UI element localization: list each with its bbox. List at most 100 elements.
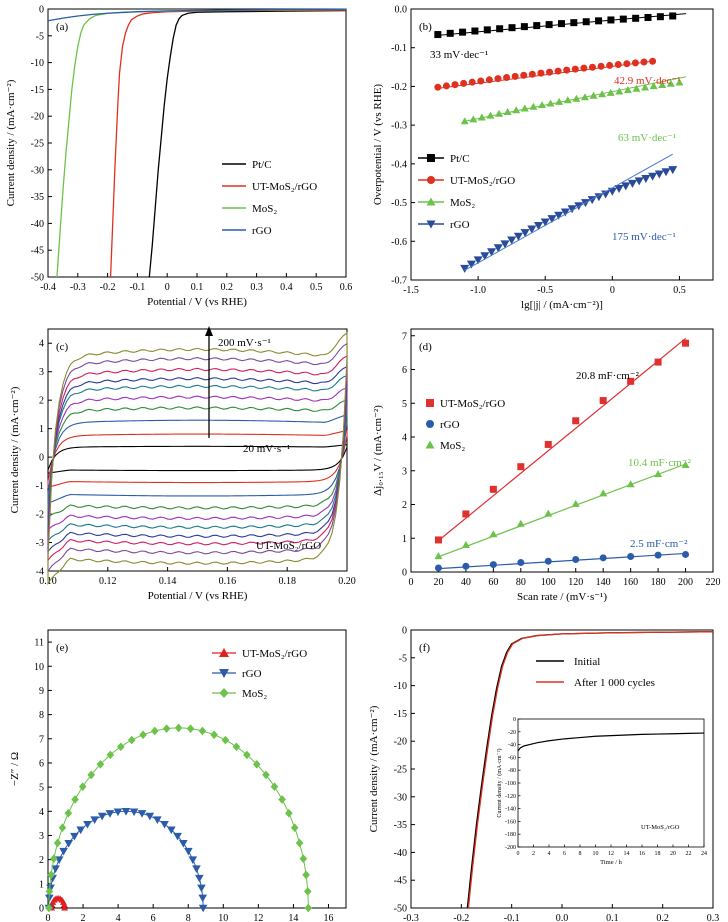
x-tick-label: 80 <box>516 577 526 588</box>
data-point <box>654 551 662 559</box>
data-point <box>425 440 435 449</box>
data-point <box>661 168 671 177</box>
data-point <box>582 18 590 26</box>
data-point <box>442 82 450 90</box>
data-point <box>139 730 147 740</box>
panel-label: (e) <box>56 642 69 654</box>
data-point <box>560 208 570 217</box>
y-tick-label: -5 <box>399 653 407 664</box>
data-point <box>533 22 541 30</box>
x-tick-label: 100 <box>541 577 556 588</box>
data-point <box>623 60 631 68</box>
y-tick-label: 3 <box>39 367 44 378</box>
y-tick-label: -45 <box>394 876 407 887</box>
data-point <box>520 229 530 238</box>
y-axis-label: Δj₀.₁₅V / (mA·cm⁻²) <box>372 405 384 496</box>
y-tick-label: -0.4 <box>391 159 407 170</box>
data-point <box>434 552 443 560</box>
y-tick-label: -15 <box>394 709 407 720</box>
data-point <box>527 225 537 234</box>
data-point <box>427 176 435 184</box>
x-tick-label: 0.6 <box>340 282 353 293</box>
data-point <box>162 724 171 733</box>
data-point <box>461 541 470 548</box>
x-tick-label: 0 <box>610 285 615 296</box>
inset-y-tick-label: -20 <box>508 730 516 736</box>
annotation-200: 200 mV·s⁻¹ <box>218 337 271 349</box>
data-point <box>538 101 547 109</box>
x-tick-label: 0.5 <box>310 282 323 293</box>
x-tick-label: 180 <box>651 577 666 588</box>
data-point <box>50 854 58 864</box>
y-tick-label: -40 <box>31 219 44 230</box>
y-tick-label: 0 <box>39 5 44 16</box>
data-point <box>571 499 580 507</box>
inset-x-tick-label: 4 <box>548 851 551 857</box>
data-point <box>614 185 624 194</box>
data-point <box>451 81 459 89</box>
data-point <box>641 83 650 91</box>
y-tick-label: -5 <box>36 31 44 42</box>
data-point <box>446 29 454 37</box>
x-tick-label: 160 <box>623 577 638 588</box>
data-point <box>594 193 604 202</box>
x-tick-label: 0 <box>46 913 51 922</box>
data-point <box>627 552 635 560</box>
series-2 <box>56 8 347 278</box>
x-tick-label: 20 <box>433 577 443 588</box>
panel-label: (d) <box>419 341 432 353</box>
data-point <box>615 87 624 95</box>
y-axis-label: Current density / (mA·cm⁻²) <box>9 386 21 513</box>
legend-label: MoS₂ <box>450 197 475 209</box>
nyquist-line <box>48 810 204 909</box>
data-point <box>105 810 115 818</box>
data-point <box>64 808 73 818</box>
y-tick-label: 4 <box>402 433 407 444</box>
data-point <box>96 759 105 769</box>
data-point <box>599 489 608 497</box>
data-point <box>64 839 73 848</box>
data-point <box>534 221 544 230</box>
x-tick-label: 0 <box>165 282 170 293</box>
data-point <box>626 480 635 488</box>
panel-label: (c) <box>56 341 69 353</box>
data-point <box>570 19 578 27</box>
data-point <box>153 816 162 824</box>
data-point <box>540 218 550 227</box>
plot-frame <box>47 328 348 572</box>
data-point <box>644 13 652 21</box>
series-0 <box>148 9 347 278</box>
data-point <box>179 839 188 848</box>
data-point <box>471 27 479 35</box>
data-point <box>513 232 523 241</box>
y-tick-label: -0.2 <box>391 82 407 93</box>
legend-label: UT-MoS₂/rGO <box>242 648 307 660</box>
y-tick-label: -40 <box>394 848 407 859</box>
data-point <box>669 12 677 20</box>
x-tick-label: 10 <box>218 913 228 922</box>
data-point <box>434 564 442 572</box>
legend-label: Initial <box>574 656 600 668</box>
data-point <box>127 735 136 745</box>
y-tick-label: -10 <box>394 681 407 692</box>
data-point <box>654 358 662 366</box>
data-point <box>658 80 667 88</box>
inset-x-tick-label: 14 <box>624 851 630 857</box>
y-tick-label: 5 <box>402 399 407 410</box>
data-point <box>621 182 631 191</box>
data-point <box>588 63 596 71</box>
cv-loop-3 <box>47 399 348 519</box>
data-point <box>426 197 436 206</box>
data-point <box>517 559 525 567</box>
inset-x-tick-label: 0 <box>517 851 520 857</box>
y-axis-label: Current density / (mA·cm⁻²) <box>368 705 380 832</box>
data-point <box>221 735 230 745</box>
x-tick-label: -0.3 <box>70 282 86 293</box>
data-point <box>544 440 552 448</box>
data-point <box>675 78 684 86</box>
data-point <box>78 782 87 791</box>
data-point <box>167 826 176 835</box>
x-tick-label: -0.4 <box>40 282 56 293</box>
data-point <box>544 509 553 517</box>
y-tick-label: 6 <box>39 758 44 769</box>
